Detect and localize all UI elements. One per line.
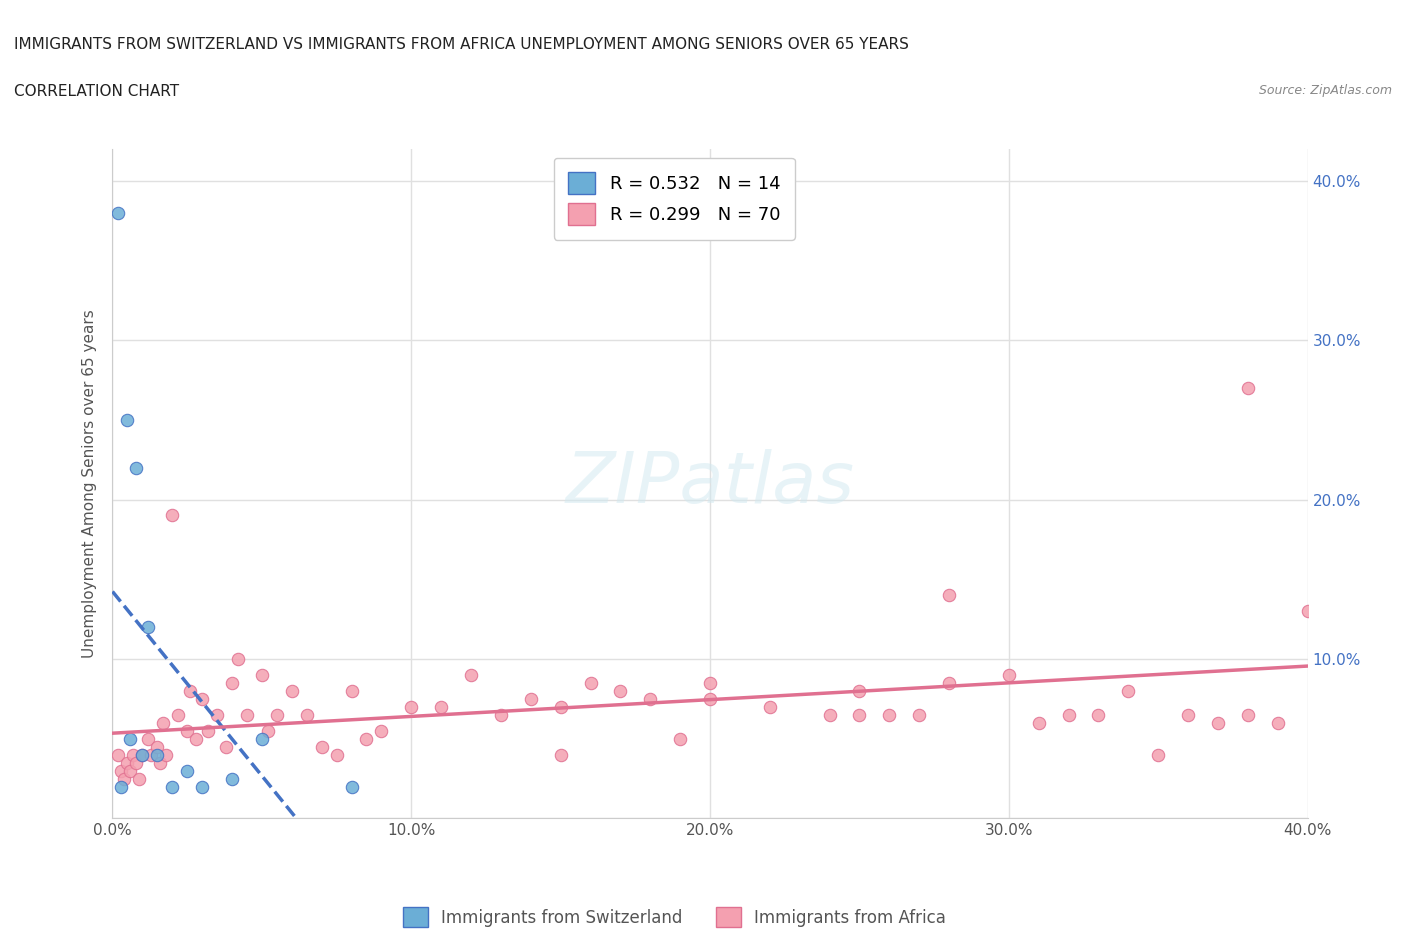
- Point: [848, 684, 870, 698]
- Point: [266, 708, 288, 723]
- Point: [281, 684, 304, 698]
- Legend: Immigrants from Switzerland, Immigrants from Africa: Immigrants from Switzerland, Immigrants …: [389, 894, 959, 930]
- Point: [609, 684, 631, 698]
- Point: [149, 755, 172, 770]
- Point: [146, 747, 169, 762]
- Point: [221, 675, 243, 690]
- Point: [191, 691, 214, 706]
- Point: [1118, 684, 1140, 698]
- Point: [325, 747, 347, 762]
- Point: [1267, 715, 1289, 730]
- Point: [1206, 715, 1229, 730]
- Point: [226, 652, 249, 667]
- Point: [550, 699, 572, 714]
- Point: [110, 764, 132, 778]
- Point: [236, 708, 259, 723]
- Point: [818, 708, 841, 723]
- Point: [120, 731, 142, 746]
- Text: CORRELATION CHART: CORRELATION CHART: [14, 84, 179, 99]
- Point: [146, 739, 169, 754]
- Point: [128, 771, 150, 786]
- Point: [579, 675, 602, 690]
- Point: [221, 771, 243, 786]
- Point: [699, 691, 721, 706]
- Point: [489, 708, 512, 723]
- Point: [138, 731, 160, 746]
- Point: [520, 691, 543, 706]
- Point: [295, 708, 318, 723]
- Y-axis label: Unemployment Among Seniors over 65 years: Unemployment Among Seniors over 65 years: [82, 310, 97, 658]
- Point: [257, 724, 280, 738]
- Point: [125, 755, 148, 770]
- Point: [1057, 708, 1080, 723]
- Point: [155, 747, 177, 762]
- Point: [1237, 380, 1260, 395]
- Point: [550, 747, 572, 762]
- Point: [186, 731, 208, 746]
- Point: [1237, 708, 1260, 723]
- Point: [176, 724, 198, 738]
- Point: [141, 747, 163, 762]
- Point: [1028, 715, 1050, 730]
- Point: [1147, 747, 1170, 762]
- Point: [107, 206, 129, 220]
- Point: [152, 715, 174, 730]
- Point: [120, 764, 142, 778]
- Point: [311, 739, 333, 754]
- Point: [669, 731, 692, 746]
- Point: [117, 412, 139, 427]
- Point: [460, 668, 482, 683]
- Point: [250, 731, 273, 746]
- Point: [176, 764, 198, 778]
- Point: [1296, 604, 1319, 618]
- Point: [107, 747, 129, 762]
- Point: [759, 699, 782, 714]
- Point: [110, 779, 132, 794]
- Point: [1177, 708, 1199, 723]
- Point: [125, 460, 148, 475]
- Point: [167, 708, 190, 723]
- Point: [848, 708, 870, 723]
- Point: [191, 779, 214, 794]
- Point: [114, 771, 135, 786]
- Point: [638, 691, 662, 706]
- Point: [340, 779, 363, 794]
- Point: [356, 731, 378, 746]
- Point: [215, 739, 238, 754]
- Point: [205, 708, 228, 723]
- Point: [250, 668, 273, 683]
- Point: [877, 708, 901, 723]
- Point: [162, 779, 183, 794]
- Point: [117, 755, 139, 770]
- Point: [131, 747, 153, 762]
- Point: [908, 708, 931, 723]
- Point: [938, 588, 960, 603]
- Point: [430, 699, 453, 714]
- Point: [370, 724, 392, 738]
- Point: [162, 508, 183, 523]
- Point: [1087, 708, 1109, 723]
- Point: [131, 747, 153, 762]
- Point: [699, 675, 721, 690]
- Point: [138, 619, 160, 634]
- Point: [938, 675, 960, 690]
- Point: [197, 724, 219, 738]
- Point: [998, 668, 1021, 683]
- Point: [179, 684, 201, 698]
- Text: ZIPatlas: ZIPatlas: [565, 449, 855, 518]
- Text: Source: ZipAtlas.com: Source: ZipAtlas.com: [1258, 84, 1392, 97]
- Text: IMMIGRANTS FROM SWITZERLAND VS IMMIGRANTS FROM AFRICA UNEMPLOYMENT AMONG SENIORS: IMMIGRANTS FROM SWITZERLAND VS IMMIGRANT…: [14, 37, 908, 52]
- Point: [401, 699, 423, 714]
- Point: [340, 684, 363, 698]
- Point: [122, 747, 145, 762]
